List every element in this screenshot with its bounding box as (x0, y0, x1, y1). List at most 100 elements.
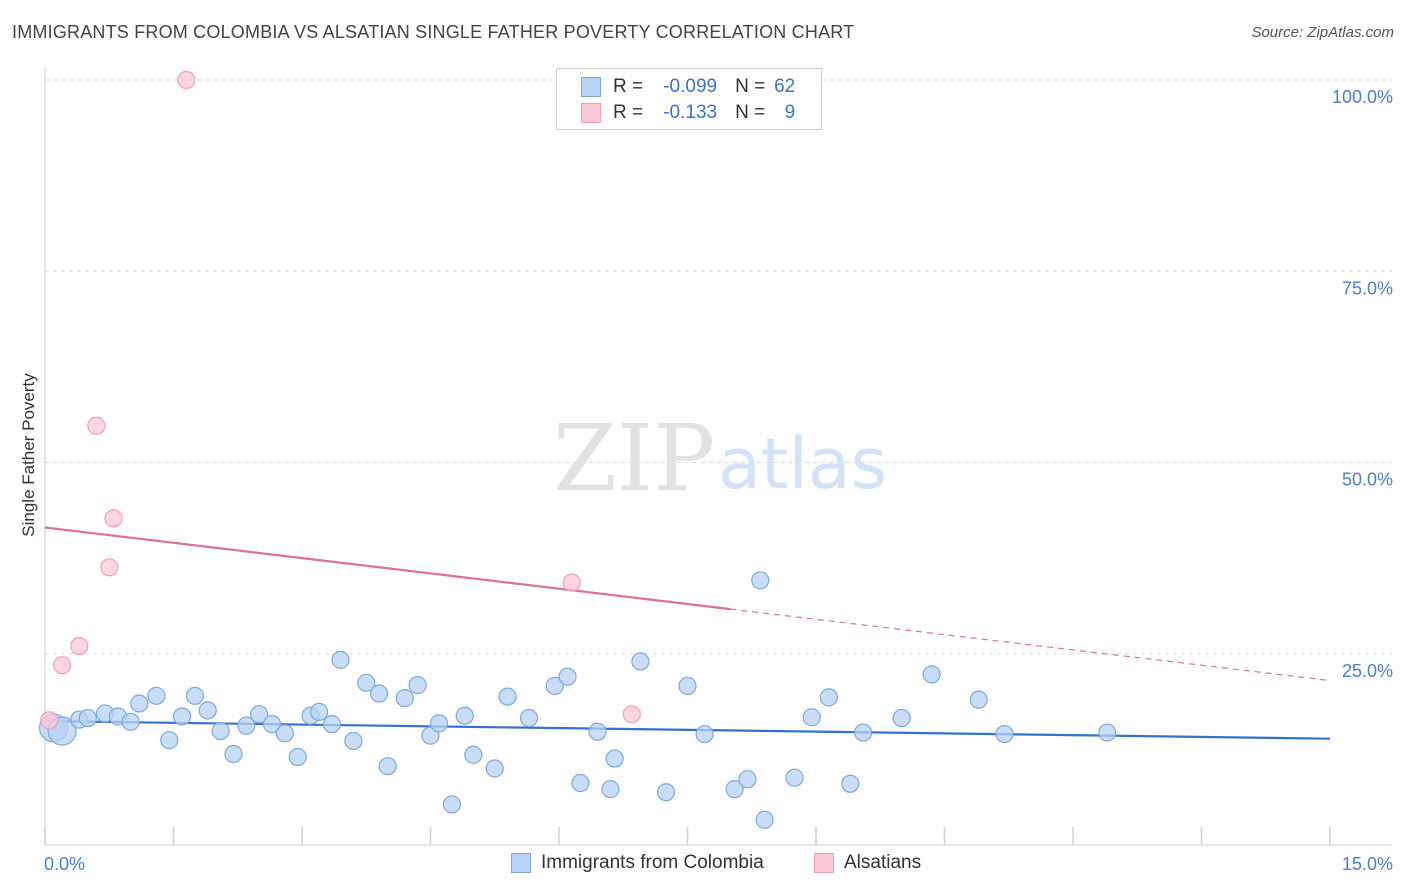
alsatian-point[interactable] (562, 573, 581, 592)
colombia-point[interactable] (631, 652, 650, 671)
chart-source: Source: ZipAtlas.com (1251, 24, 1394, 41)
series-legend: Immigrants from Colombia Alsatians (0, 852, 1406, 878)
colombia-point[interactable] (605, 749, 624, 768)
trendlines (44, 526, 1331, 740)
colombia-point[interactable] (357, 673, 376, 692)
colombia-point[interactable] (922, 665, 941, 684)
colombia-point[interactable] (498, 687, 517, 706)
legend-swatch-colombia (581, 77, 601, 97)
colombia-point[interactable] (455, 706, 474, 725)
colombia-point[interactable] (601, 780, 620, 799)
colombia-point[interactable] (322, 715, 342, 734)
trendline-dashed (730, 608, 1331, 682)
colombia-point[interactable] (442, 795, 462, 814)
colombia-point[interactable] (250, 705, 269, 724)
trendline (44, 719, 1331, 740)
alsatian-point[interactable] (100, 558, 119, 577)
colombia-point[interactable] (725, 780, 744, 799)
alsatian-point[interactable] (87, 416, 106, 435)
colombia-point[interactable] (429, 714, 449, 733)
series-legend-label: Immigrants from Colombia (541, 852, 764, 873)
colombia-point[interactable] (738, 770, 757, 789)
data-points (38, 70, 1117, 829)
watermark-zip: ZIP (553, 405, 715, 512)
colombia-point[interactable] (695, 724, 714, 744)
x-tick-label: 0.0% (44, 854, 85, 874)
trendline-solid (44, 526, 731, 611)
correlation-legend: R = -0.099 N = 62 R = -0.133 N = 9 (556, 68, 822, 130)
y-tick-label: 75.0% (1342, 278, 1393, 298)
legend-n-value: 9 (784, 102, 796, 123)
colombia-point[interactable] (751, 571, 770, 590)
colombia-point[interactable] (656, 783, 676, 802)
colombia-point[interactable] (378, 757, 397, 776)
colombia-point[interactable] (785, 768, 804, 787)
series-swatch-alsatians (814, 853, 834, 873)
legend-n-value: 62 (774, 76, 796, 97)
legend-row-alsatians: R = -0.133 N = 9 (581, 100, 795, 126)
legend-n-label: N = (735, 102, 766, 123)
colombia-point[interactable] (121, 712, 140, 731)
y-axis-label: Single Father Poverty (19, 373, 38, 537)
alsatian-point[interactable] (177, 70, 196, 90)
y-tick-label: 50.0% (1342, 470, 1393, 490)
colombia-point[interactable] (130, 694, 149, 713)
colombia-point[interactable] (198, 701, 217, 720)
colombia-point[interactable] (395, 689, 414, 708)
colombia-point[interactable] (841, 774, 860, 793)
colombia-point[interactable] (545, 676, 564, 695)
colombia-point[interactable] (802, 708, 821, 727)
colombia-point[interactable] (344, 731, 363, 751)
y-tick-label: 100.0% (1332, 87, 1393, 107)
colombia-point[interactable] (519, 708, 539, 728)
colombia-point[interactable] (310, 702, 329, 721)
colombia-point[interactable] (370, 684, 389, 703)
watermark-atlas: atlas (718, 423, 887, 505)
series-legend-alsatians[interactable]: Alsatians (814, 852, 921, 874)
colombia-point[interactable] (288, 747, 307, 767)
legend-r-label: R = (613, 76, 644, 97)
gridlines (45, 79, 1392, 655)
colombia-point[interactable] (78, 708, 97, 728)
colombia-point[interactable] (160, 731, 179, 750)
y-tick-label: 25.0% (1342, 661, 1393, 681)
series-swatch-colombia (511, 853, 531, 873)
axes (44, 68, 1392, 846)
alsatian-point[interactable] (104, 509, 123, 528)
colombia-point[interactable] (331, 650, 350, 669)
colombia-point[interactable] (995, 724, 1014, 744)
x-tick-label: 15.0% (1342, 854, 1393, 874)
tick-labels: 25.0% 50.0% 75.0% 100.0% 0.0% 15.0% (44, 87, 1393, 874)
colombia-point[interactable] (678, 676, 697, 695)
colombia-point[interactable] (558, 667, 577, 686)
colombia-point[interactable] (588, 722, 607, 741)
alsatian-point[interactable] (70, 636, 89, 656)
colombia-point[interactable] (211, 721, 230, 741)
legend-r-value: -0.099 (663, 76, 718, 97)
alsatian-point[interactable] (53, 656, 72, 675)
colombia-point[interactable] (185, 686, 205, 705)
legend-n-label: N = (735, 76, 766, 97)
series-legend-label: Alsatians (844, 852, 922, 873)
colombia-point[interactable] (1098, 723, 1117, 742)
legend-r-value: -0.133 (663, 102, 718, 123)
alsatian-point[interactable] (622, 705, 641, 724)
colombia-point[interactable] (464, 745, 483, 764)
colombia-point[interactable] (571, 773, 590, 793)
series-legend-colombia[interactable]: Immigrants from Colombia (511, 852, 764, 874)
colombia-point[interactable] (892, 708, 911, 728)
colombia-point[interactable] (819, 688, 838, 707)
colombia-point[interactable] (172, 707, 192, 726)
colombia-point[interactable] (237, 716, 256, 735)
colombia-point[interactable] (485, 759, 504, 778)
colombia-point[interactable] (969, 690, 988, 709)
colombia-point[interactable] (755, 810, 774, 829)
alsatian-point[interactable] (40, 711, 59, 730)
colombia-point[interactable] (275, 724, 294, 743)
colombia-point[interactable] (147, 686, 166, 705)
colombia-point[interactable] (262, 715, 282, 734)
colombia-point[interactable] (224, 744, 243, 764)
colombia-point[interactable] (408, 676, 427, 695)
colombia-point[interactable] (854, 723, 873, 742)
